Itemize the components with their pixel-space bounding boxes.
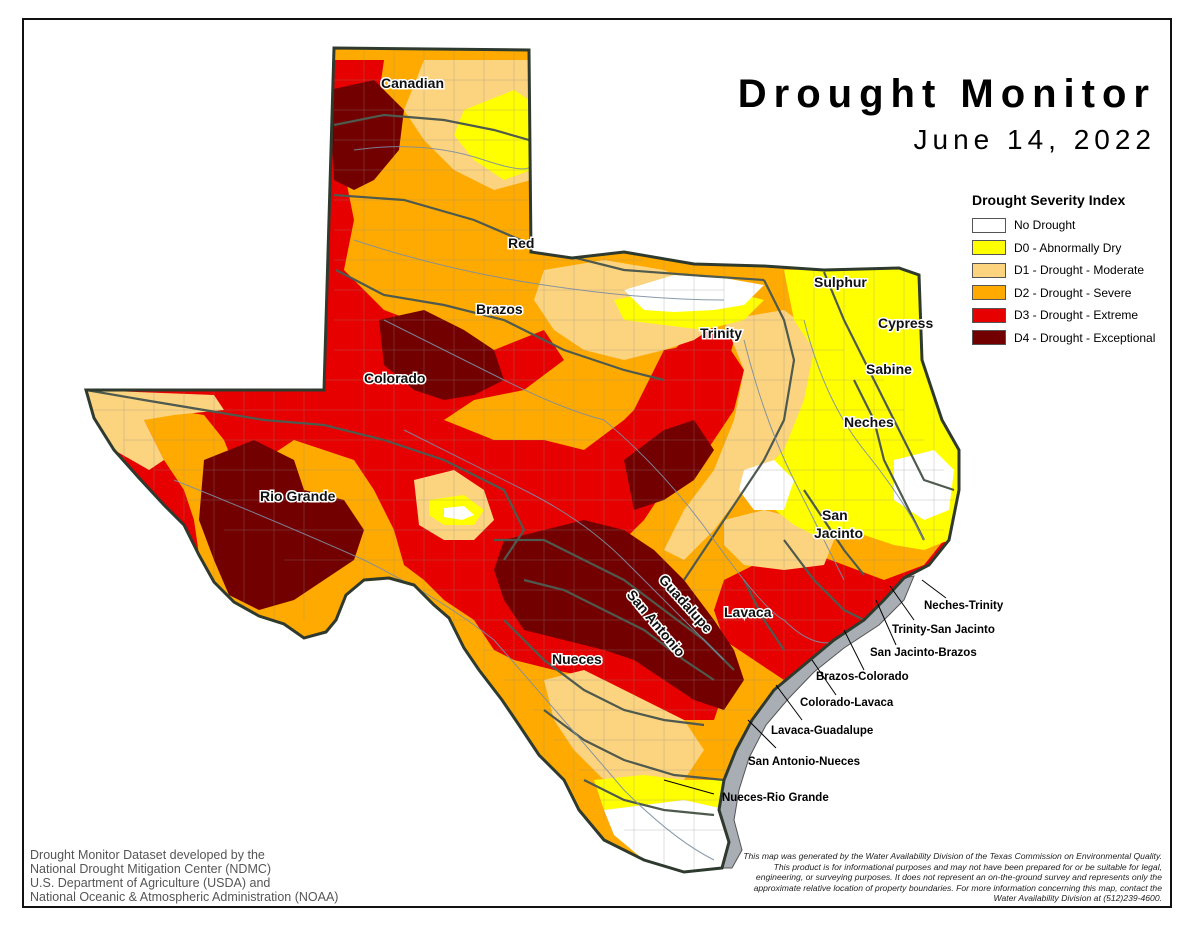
legend-label: D0 - Abnormally Dry xyxy=(1014,240,1122,255)
basin-label-jacinto: Jacinto xyxy=(814,525,863,541)
legend-item-no-drought: No Drought xyxy=(972,214,1168,237)
credit-line: National Oceanic & Atmospheric Administr… xyxy=(30,890,339,904)
basin-label-brazos: Brazos xyxy=(476,301,523,317)
basin-label-colorado: Colorado xyxy=(364,370,425,386)
basin-label-cypress: Cypress xyxy=(878,315,933,331)
legend-title: Drought Severity Index xyxy=(972,192,1126,208)
basin-label-sulphur: Sulphur xyxy=(814,274,867,290)
coastal-label-lavaca-guadalupe: Lavaca-Guadalupe xyxy=(771,725,873,737)
legend-item-d1: D1 - Drought - Moderate xyxy=(972,259,1168,282)
basin-boundaries xyxy=(86,113,955,817)
legend-swatch xyxy=(972,307,1006,323)
none-west-pocket xyxy=(444,506,474,520)
legend-item-d3: D3 - Drought - Extreme xyxy=(972,304,1168,327)
legend-item-d2: D2 - Drought - Severe xyxy=(972,282,1168,305)
rivers xyxy=(173,146,925,861)
d4-trans-pecos xyxy=(199,440,364,610)
basin-label-lavaca: Lavaca xyxy=(724,604,772,620)
none-southeast xyxy=(894,450,954,520)
none-south-tip xyxy=(604,800,729,872)
map-title: Drought Monitor xyxy=(737,72,1156,116)
legend-swatch xyxy=(972,262,1006,278)
map-frame: Canadian Red Brazos Colorado Rio Grande … xyxy=(22,18,1172,908)
basin-label-sabine: Sabine xyxy=(866,361,912,377)
credit-line: Drought Monitor Dataset developed by the xyxy=(30,848,265,862)
legend-label: D1 - Drought - Moderate xyxy=(1014,263,1145,278)
legend-swatch xyxy=(972,240,1006,256)
legend-swatch xyxy=(972,330,1006,346)
d3-region-coast xyxy=(714,540,954,680)
basin-label-rio-grande: Rio Grande xyxy=(260,488,336,504)
legend-label: No Drought xyxy=(1014,218,1076,233)
coastal-labels: Neches-Trinity Trinity-San Jacinto San J… xyxy=(722,600,1004,804)
legend-item-d0: D0 - Abnormally Dry xyxy=(972,237,1168,260)
d4-panhandle xyxy=(329,80,404,190)
coastal-label-neches-trinity: Neches-Trinity xyxy=(924,600,1004,612)
d4-hill-country xyxy=(494,520,744,710)
legend-label: D2 - Drought - Severe xyxy=(1014,285,1132,300)
coastal-leader-lines xyxy=(663,579,947,795)
legend-item-d4: D4 - Drought - Exceptional xyxy=(972,327,1168,350)
credit-line: National Drought Mitigation Center (NDMC… xyxy=(30,862,272,876)
basin-label-neches: Neches xyxy=(844,414,894,430)
none-east-pocket xyxy=(739,460,794,510)
basin-label-canadian: Canadian xyxy=(381,75,444,91)
texas-drought-map: Canadian Red Brazos Colorado Rio Grande … xyxy=(84,46,1004,874)
coastal-label-trinity-san-jacinto: Trinity-San Jacinto xyxy=(892,624,995,636)
coastal-label-brazos-colorado: Brazos-Colorado xyxy=(816,671,909,683)
legend-swatch xyxy=(972,285,1006,301)
legend-swatch xyxy=(972,217,1006,233)
legend: Drought Severity Index No Drought D0 - A… xyxy=(972,192,1168,349)
d0-panhandle xyxy=(454,90,531,180)
basin-label-san: San xyxy=(822,507,848,523)
map-date: June 14, 2022 xyxy=(913,124,1156,155)
d3-region-south xyxy=(494,620,724,720)
d4-central xyxy=(624,420,714,510)
basin-label-red: Red xyxy=(508,235,534,251)
d4-central-west xyxy=(379,310,504,400)
county-lines xyxy=(86,48,954,870)
basin-label-nueces: Nueces xyxy=(552,651,602,667)
legend-label: D3 - Drought - Extreme xyxy=(1014,308,1139,323)
coastal-label-san-antonio-nueces: San Antonio-Nueces xyxy=(748,756,860,768)
legend-label: D4 - Drought - Exceptional xyxy=(1014,330,1156,345)
basin-label-trinity: Trinity xyxy=(700,325,742,341)
data-credit: Drought Monitor Dataset developed by the… xyxy=(30,848,338,904)
disclaimer-text: This map was generated by the Water Avai… xyxy=(743,851,1162,904)
coastal-label-nueces-rio-grande: Nueces-Rio Grande xyxy=(722,792,829,804)
credit-line: U.S. Department of Agriculture (USDA) an… xyxy=(30,876,271,890)
coastal-label-san-jacinto-brazos: San Jacinto-Brazos xyxy=(870,647,977,659)
coastal-label-colorado-lavaca: Colorado-Lavaca xyxy=(800,697,894,709)
